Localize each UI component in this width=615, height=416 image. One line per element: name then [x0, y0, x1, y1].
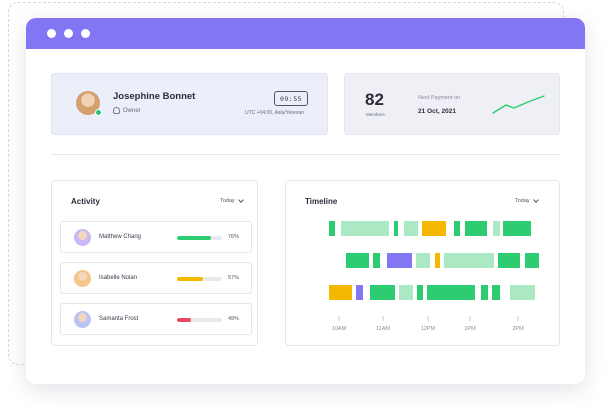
- timeline-block[interactable]: [417, 285, 423, 300]
- members-count: 82: [365, 90, 384, 109]
- activity-panel: Activity Today Matthew Chang 76% Isabell…: [51, 180, 258, 346]
- timeline-block[interactable]: [394, 221, 398, 236]
- activity-filter-label: Today: [220, 198, 235, 204]
- online-status-dot: [95, 109, 102, 116]
- timeline-block[interactable]: [525, 253, 539, 268]
- profile-role-label: Owner: [123, 107, 141, 114]
- progress-percent: 57%: [228, 275, 240, 281]
- progress-bar: [177, 277, 222, 281]
- window-control-dot[interactable]: [47, 29, 56, 38]
- timeline-block[interactable]: [399, 285, 413, 300]
- next-payment-label: Next Payment on: [418, 95, 461, 101]
- timeline-block[interactable]: [329, 285, 352, 300]
- member-row[interactable]: Samanta Frost 49%: [60, 303, 252, 335]
- timeline-block[interactable]: [498, 253, 520, 268]
- progress-percent: 49%: [228, 316, 240, 322]
- section-divider: [51, 154, 560, 155]
- progress-bar: [177, 236, 222, 240]
- timeline-block[interactable]: [346, 253, 369, 268]
- progress-fill: [177, 277, 203, 281]
- user-icon: [113, 107, 120, 114]
- digital-clock: 09:55: [274, 91, 308, 106]
- timeline-block[interactable]: [454, 221, 460, 236]
- timeline-block[interactable]: [465, 221, 487, 236]
- member-name: Matthew Chang: [99, 234, 142, 240]
- activity-title: Activity: [71, 197, 100, 206]
- timeline-block[interactable]: [427, 285, 475, 300]
- timeline-block[interactable]: [356, 285, 363, 300]
- avatar: [74, 229, 91, 246]
- timeline-block[interactable]: [416, 253, 430, 268]
- progress-bar: [177, 318, 222, 322]
- chevron-down-icon: [237, 197, 244, 203]
- timeline-block[interactable]: [387, 253, 412, 268]
- members-label: Members: [366, 112, 385, 117]
- time-label: 10AM: [332, 326, 347, 332]
- timeline-block[interactable]: [492, 285, 500, 300]
- timeline-filter-label: Today: [515, 198, 530, 204]
- timezone-label: UTC +04:00, Asia/Yerevan: [245, 110, 304, 116]
- timeline-panel: Timeline Today 10AM 11AM 12PM 1PM 2PM: [285, 180, 560, 346]
- timeline-block[interactable]: [444, 253, 494, 268]
- time-label: 12PM: [421, 326, 436, 332]
- timeline-block[interactable]: [329, 221, 335, 236]
- window-titlebar: [26, 18, 585, 49]
- timeline-filter-dropdown[interactable]: Today: [515, 197, 539, 204]
- app-window: Josephine Bonnet Owner 09:55 UTC +04:00,…: [26, 18, 585, 384]
- avatar: [74, 311, 91, 328]
- avatar: [74, 270, 91, 287]
- time-label: 11AM: [376, 326, 390, 332]
- timeline-block[interactable]: [422, 221, 446, 236]
- member-row[interactable]: Matthew Chang 76%: [60, 221, 252, 253]
- timeline-block[interactable]: [510, 285, 535, 300]
- progress-fill: [177, 236, 212, 240]
- timeline-block[interactable]: [503, 221, 531, 236]
- avatar[interactable]: [76, 91, 102, 116]
- timeline-block[interactable]: [373, 253, 380, 268]
- window-control-dot[interactable]: [81, 29, 90, 38]
- profile-role: Owner: [113, 107, 141, 114]
- stats-card: 82 Members Next Payment on 21 Oct, 2021: [344, 73, 560, 135]
- timeline-title: Timeline: [305, 197, 338, 206]
- timeline-block[interactable]: [481, 285, 488, 300]
- time-label: 1PM: [464, 326, 476, 332]
- timeline-block[interactable]: [341, 221, 389, 236]
- activity-filter-dropdown[interactable]: Today: [220, 197, 244, 204]
- profile-card: Josephine Bonnet Owner 09:55 UTC +04:00,…: [51, 73, 328, 135]
- window-control-dot[interactable]: [64, 29, 73, 38]
- next-payment-date: 21 Oct, 2021: [418, 108, 456, 115]
- sparkline-icon: [492, 95, 545, 114]
- timeline-chart: 10AM 11AM 12PM 1PM 2PM: [329, 221, 539, 332]
- progress-fill: [177, 318, 192, 322]
- progress-percent: 76%: [228, 234, 240, 240]
- timeline-block[interactable]: [370, 285, 395, 300]
- time-label: 2PM: [512, 326, 524, 332]
- member-name: Isabelle Nolan: [99, 275, 138, 281]
- member-row[interactable]: Isabelle Nolan 57%: [60, 262, 252, 294]
- timeline-block[interactable]: [435, 253, 440, 268]
- timeline-block[interactable]: [493, 221, 500, 236]
- member-name: Samanta Frost: [99, 316, 139, 322]
- profile-name: Josephine Bonnet: [113, 91, 196, 102]
- timeline-block[interactable]: [404, 221, 418, 236]
